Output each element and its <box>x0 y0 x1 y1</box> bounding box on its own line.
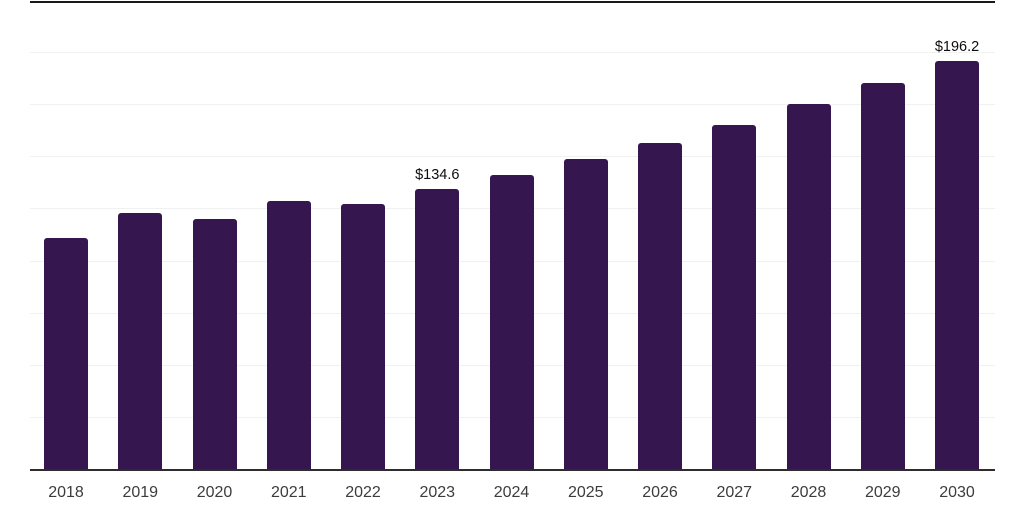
bar-2030 <box>935 61 979 470</box>
x-tick-label-2025: 2025 <box>567 484 604 501</box>
x-tick-label-2019: 2019 <box>122 484 159 501</box>
x-axis-labels: 2018 2019 2020 2021 2022 2023 2024 2025 2026 2027… <box>30 483 995 505</box>
bar-2023 <box>415 189 460 470</box>
bar-2018 <box>44 237 88 470</box>
bar-2024 <box>489 175 534 470</box>
plot-top-border <box>30 1 995 3</box>
x-axis-line <box>30 469 995 471</box>
bar-2029 <box>860 82 905 470</box>
x-tick-label-2018: 2018 <box>48 484 84 501</box>
x-tick-label-2022: 2022 <box>345 484 381 501</box>
bar-2019 <box>118 213 163 470</box>
gridline-200 <box>30 52 995 54</box>
bar-2027 <box>712 124 757 470</box>
x-tick-label-2026: 2026 <box>642 484 678 501</box>
bar-2020 <box>192 219 237 470</box>
gridline-175 <box>30 104 995 106</box>
x-tick-label-2020: 2020 <box>196 484 233 501</box>
gridline-150 <box>30 156 995 158</box>
plot-area: $134.6 $196.2 <box>30 1 995 471</box>
bar-2026 <box>638 142 682 470</box>
bar-2025 <box>563 159 608 470</box>
x-tick-label-2024: 2024 <box>493 484 530 501</box>
bar-2022 <box>341 203 385 470</box>
x-tick-label-2030: 2030 <box>939 484 975 501</box>
x-tick-label-2028: 2028 <box>790 484 827 501</box>
x-tick-label-2027: 2027 <box>716 484 753 501</box>
x-tick-label-2021: 2021 <box>270 484 307 501</box>
x-tick-label-2029: 2029 <box>864 484 901 501</box>
bar-2021 <box>266 201 311 470</box>
bar-2028 <box>786 104 831 470</box>
value-label-2030: $196.2 <box>934 39 980 56</box>
x-tick-label-2023: 2023 <box>419 484 456 501</box>
value-label-2023: $134.6 <box>415 167 460 184</box>
